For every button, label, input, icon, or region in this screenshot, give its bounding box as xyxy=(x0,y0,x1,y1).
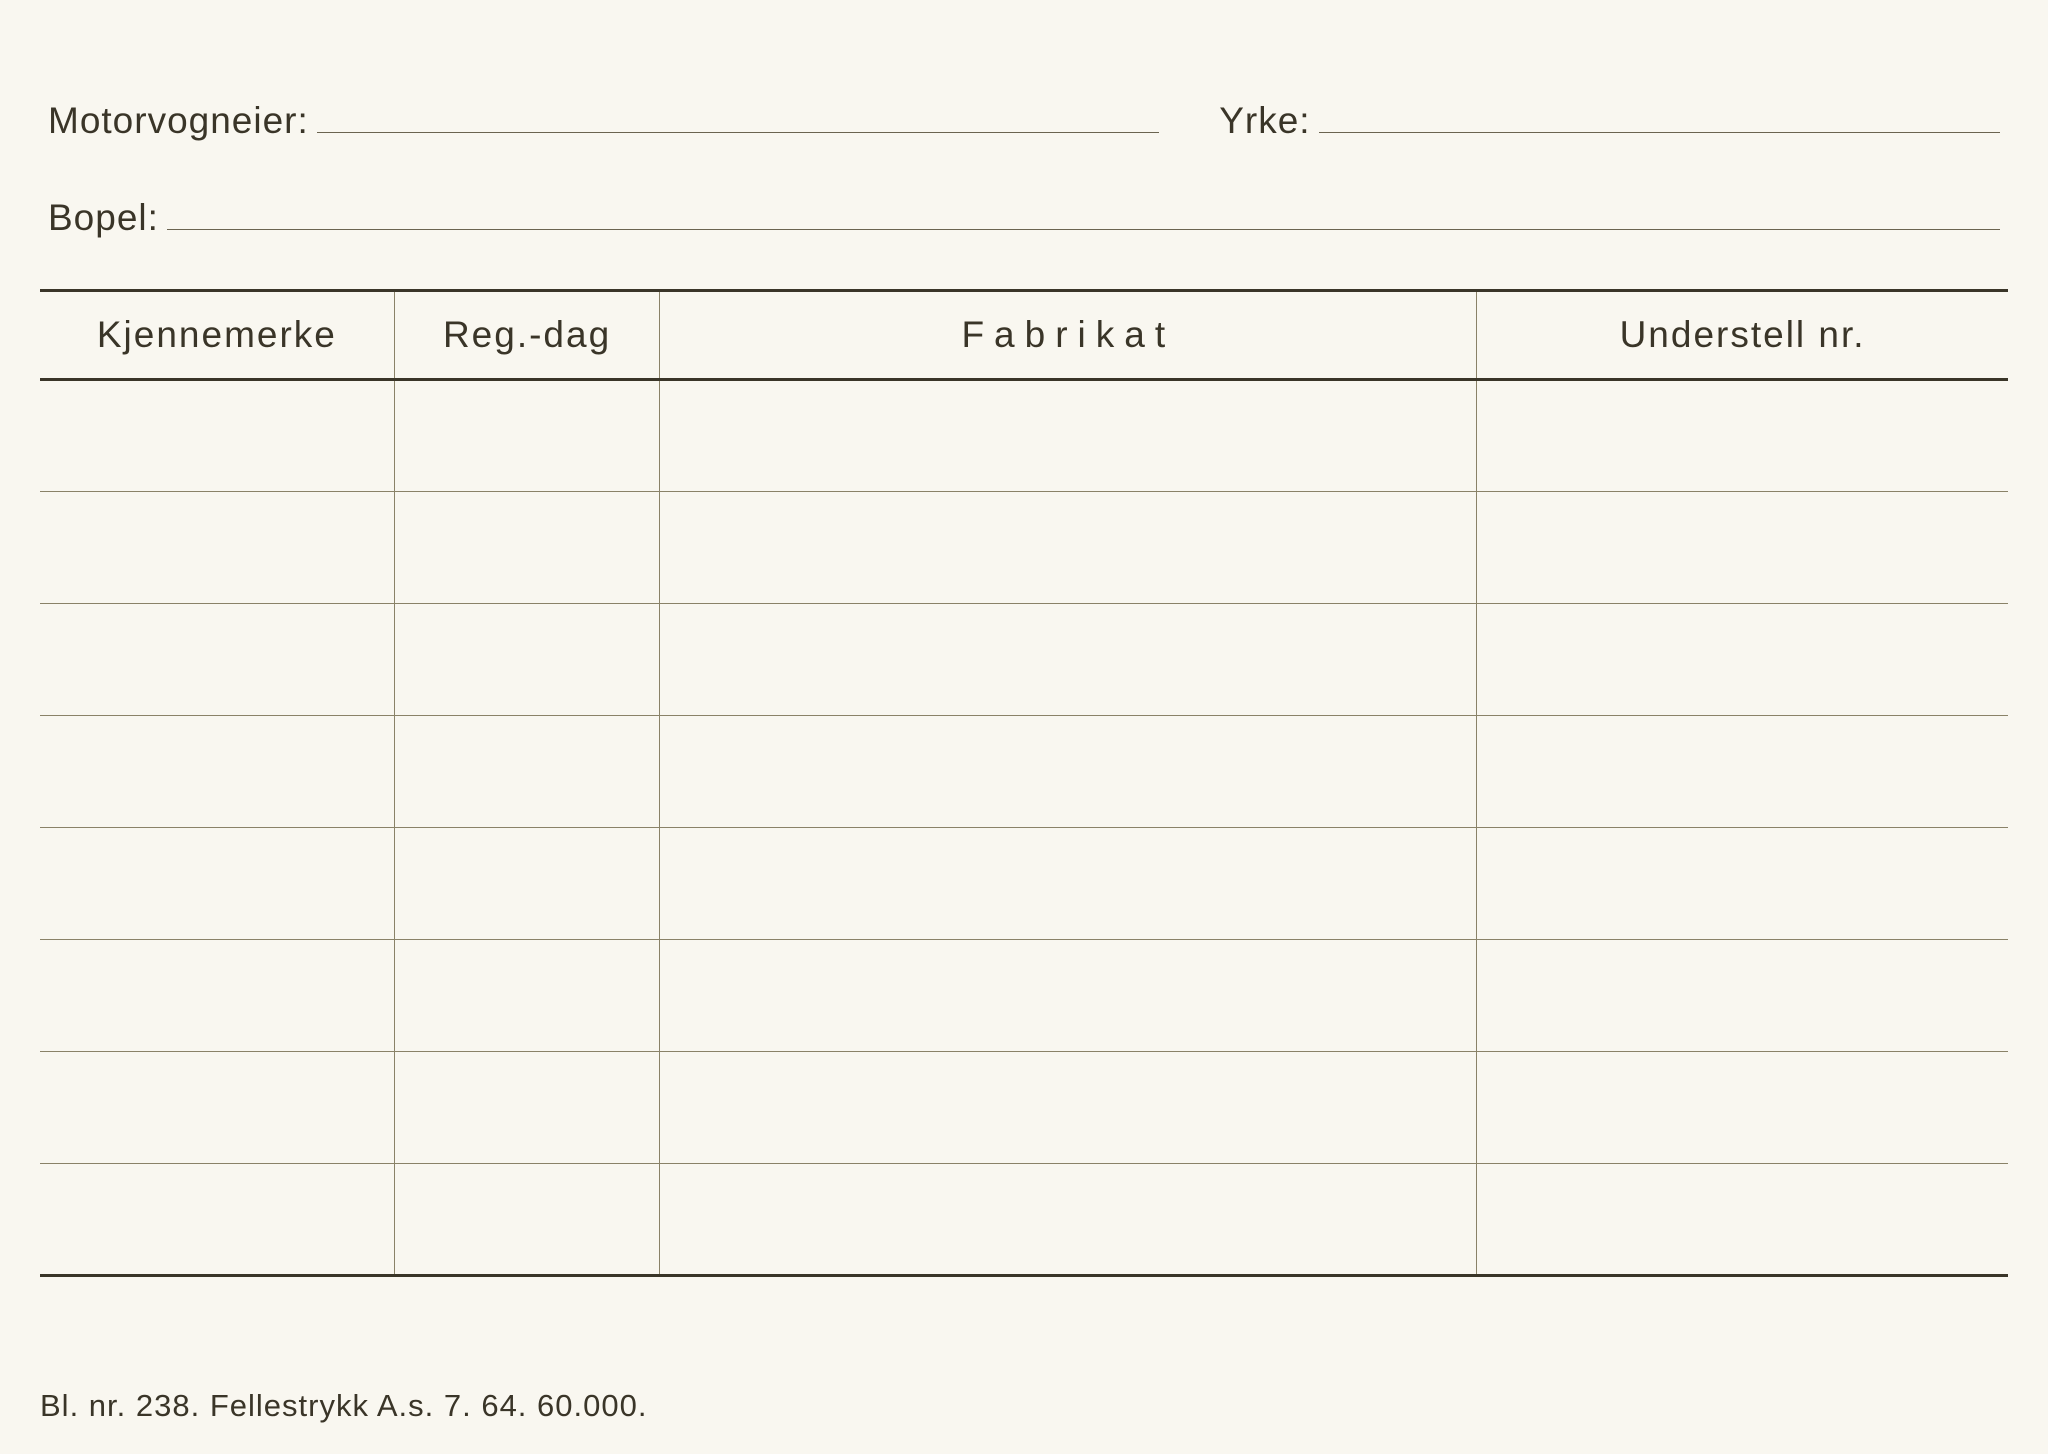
cell xyxy=(394,1052,660,1164)
cell xyxy=(1477,1164,2008,1276)
table-row xyxy=(40,380,2008,492)
cell xyxy=(394,716,660,828)
residence-field: Bopel: xyxy=(48,197,2000,239)
cell xyxy=(1477,828,2008,940)
cell xyxy=(660,1052,1477,1164)
table-row xyxy=(40,940,2008,1052)
cell xyxy=(394,940,660,1052)
cell xyxy=(40,716,394,828)
cell xyxy=(394,492,660,604)
table-row xyxy=(40,716,2008,828)
residence-label: Bopel: xyxy=(48,197,159,239)
cell xyxy=(1477,492,2008,604)
field-row-2: Bopel: xyxy=(48,197,2000,239)
cell xyxy=(40,1164,394,1276)
cell xyxy=(394,1164,660,1276)
table-row xyxy=(40,1164,2008,1276)
cell xyxy=(40,1052,394,1164)
table-row xyxy=(40,828,2008,940)
col-header-regdag: Reg.-dag xyxy=(394,291,660,380)
table-header: Kjennemerke Reg.-dag Fabrikat Understell… xyxy=(40,291,2008,380)
residence-value-line xyxy=(167,198,2000,230)
col-header-fabrikat: Fabrikat xyxy=(660,291,1477,380)
cell xyxy=(40,492,394,604)
cell xyxy=(660,604,1477,716)
occupation-field: Yrke: xyxy=(1219,100,2000,142)
cell xyxy=(660,492,1477,604)
owner-value-line xyxy=(317,101,1159,133)
cell xyxy=(1477,716,2008,828)
cell xyxy=(660,716,1477,828)
owner-field: Motorvogneier: xyxy=(48,100,1219,142)
table-row xyxy=(40,492,2008,604)
cell xyxy=(1477,940,2008,1052)
cell xyxy=(40,380,394,492)
col-header-understell: Understell nr. xyxy=(1477,291,2008,380)
cell xyxy=(40,604,394,716)
cell xyxy=(394,604,660,716)
table-row xyxy=(40,604,2008,716)
cell xyxy=(660,1164,1477,1276)
occupation-label: Yrke: xyxy=(1219,100,1310,142)
occupation-value-line xyxy=(1319,101,2000,133)
cell xyxy=(40,940,394,1052)
registration-table: Kjennemerke Reg.-dag Fabrikat Understell… xyxy=(40,289,2008,1277)
table-row xyxy=(40,1052,2008,1164)
cell xyxy=(40,828,394,940)
table-body xyxy=(40,380,2008,1276)
cell xyxy=(660,380,1477,492)
cell xyxy=(1477,604,2008,716)
cell xyxy=(1477,1052,2008,1164)
cell xyxy=(660,828,1477,940)
form-header: Motorvogneier: Yrke: Bopel: xyxy=(40,100,2008,239)
owner-label: Motorvogneier: xyxy=(48,100,309,142)
col-header-kjennemerke: Kjennemerke xyxy=(40,291,394,380)
footer-text: Bl. nr. 238. Fellestrykk A.s. 7. 64. 60.… xyxy=(40,1388,647,1424)
field-row-1: Motorvogneier: Yrke: xyxy=(48,100,2000,142)
cell xyxy=(394,380,660,492)
cell xyxy=(660,940,1477,1052)
cell xyxy=(394,828,660,940)
cell xyxy=(1477,380,2008,492)
